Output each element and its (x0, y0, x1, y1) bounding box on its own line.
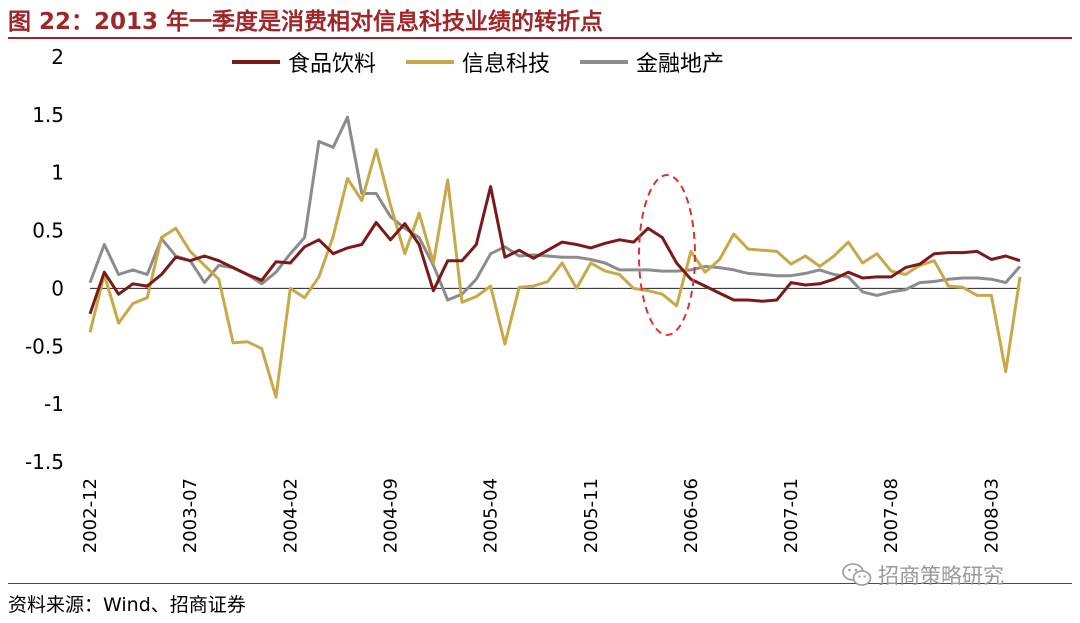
x-tick-label: 2008-03 (981, 478, 1002, 553)
series-layer (88, 115, 1022, 399)
y-tick-label: 1 (51, 161, 64, 185)
source-note: 资料来源：Wind、招商证券 (8, 594, 246, 616)
legend-swatch-finance-realestate (580, 60, 629, 64)
legend-label-info-tech: 信息科技 (462, 52, 551, 77)
legend-swatch-info-tech (406, 60, 455, 64)
series-line-food-beverage (88, 185, 1021, 315)
legend-swatch-food-beverage (232, 60, 280, 64)
legend-item-info-tech: 信息科技 (406, 46, 550, 78)
legend-label-finance-realestate: 金融地产 (636, 52, 725, 77)
title-divider (8, 37, 1072, 39)
legend-item-food-beverage: 食品饮料 (232, 46, 376, 78)
legend-item-finance-realestate: 金融地产 (580, 46, 724, 78)
y-tick-label: 2 (51, 45, 64, 69)
x-tick-label: 2002-12 (80, 478, 101, 553)
y-tick-label: -1 (44, 392, 64, 416)
wechat-icon (842, 563, 872, 586)
y-tick-label: 0 (51, 276, 64, 300)
x-tick-label: 2007-08 (881, 478, 902, 553)
footer-divider (8, 583, 1072, 584)
legend-label-food-beverage: 食品饮料 (288, 52, 377, 77)
watermark: 招商策略研究 (842, 560, 1004, 590)
x-tick-label: 2003-07 (180, 478, 201, 553)
page-title: 图 22：2013 年一季度是消费相对信息科技业绩的转折点 (8, 9, 604, 35)
y-axis: 2 1.5 1 0.5 0 -0.5 -1 -1.5 (25, 45, 64, 474)
y-tick-label: 0.5 (32, 219, 64, 243)
x-tick-label: 2007-01 (781, 478, 802, 553)
y-tick-label: -1.5 (25, 450, 64, 474)
x-axis: 2002-12 2003-07 2004-02 2004-09 2005-04 2005-… (80, 287, 1020, 553)
x-tick-label: 2006-06 (681, 478, 702, 553)
series-line-info-tech (88, 148, 1022, 399)
y-tick-label: -0.5 (25, 334, 64, 358)
highlight-ellipse (638, 174, 696, 336)
watermark-text: 招商策略研究 (878, 564, 1004, 588)
x-tick-label: 2005-11 (581, 478, 602, 553)
chart-legend: 食品饮料 信息科技 金融地产 (232, 46, 754, 78)
x-tick-label: 2005-04 (481, 478, 502, 553)
y-tick-label: 1.5 (32, 103, 64, 127)
x-tick-label: 2004-09 (380, 478, 401, 553)
x-tick-label: 2004-02 (280, 478, 301, 553)
